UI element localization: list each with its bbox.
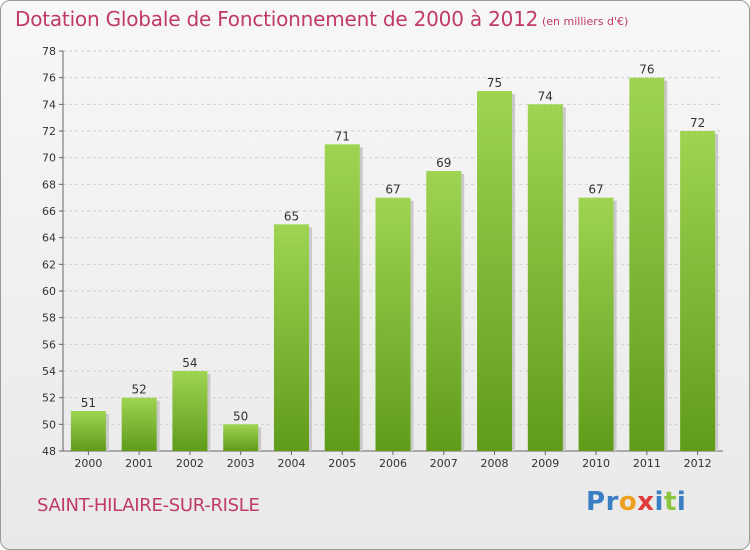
y-tick-label: 50 [42, 418, 56, 431]
data-label-2012: 72 [690, 116, 705, 130]
data-label-2001: 52 [132, 383, 147, 397]
x-tick-label-2006: 2006 [379, 457, 407, 470]
x-tick-label-2008: 2008 [481, 457, 509, 470]
logo-letter: i [676, 487, 687, 517]
x-tick-label-2011: 2011 [633, 457, 661, 470]
bar-2004 [273, 224, 309, 451]
data-label-2000: 51 [81, 396, 96, 410]
y-tick-label: 56 [42, 338, 56, 351]
bar-2001 [121, 397, 157, 451]
x-tick-label-2000: 2000 [74, 457, 102, 470]
bar-2003 [223, 424, 259, 451]
data-label-2004: 65 [284, 209, 299, 223]
x-tick-label-2001: 2001 [125, 457, 153, 470]
bar-2000 [70, 411, 106, 451]
y-tick-label: 48 [42, 445, 56, 458]
x-tick-label-2012: 2012 [684, 457, 712, 470]
x-tick-label-2010: 2010 [582, 457, 610, 470]
proxiti-logo: Proxiti [586, 487, 686, 517]
logo-letter: x [637, 487, 655, 517]
data-label-2009: 74 [538, 89, 553, 103]
x-tick-label-2007: 2007 [430, 457, 458, 470]
y-tick-label: 74 [42, 98, 56, 111]
bar-2008 [477, 91, 513, 451]
bar-2005 [324, 144, 360, 452]
logo-letter: t [663, 487, 677, 517]
data-label-2003: 50 [233, 409, 248, 423]
bar-2007 [426, 171, 462, 451]
chart-title: Dotation Globale de Fonctionnement de 20… [15, 7, 539, 31]
y-tick-label: 58 [42, 312, 56, 325]
y-tick-label: 64 [42, 232, 56, 245]
x-tick-label-2005: 2005 [328, 457, 356, 470]
unit-note: (en milliers d'€) [542, 15, 629, 28]
town-name: SAINT-HILAIRE-SUR-RISLE [37, 495, 260, 516]
bar-2012 [680, 131, 716, 451]
bar-2006 [375, 197, 411, 451]
data-label-2007: 69 [436, 156, 451, 170]
data-label-2006: 67 [385, 183, 400, 197]
x-tick-label-2004: 2004 [277, 457, 305, 470]
y-tick-label: 70 [42, 152, 56, 165]
y-tick-label: 60 [42, 285, 56, 298]
y-tick-label: 66 [42, 205, 56, 218]
y-tick-label: 52 [42, 392, 56, 405]
logo-letter: i [654, 487, 664, 517]
y-tick-label: 68 [42, 178, 56, 191]
logo-letter: o [618, 487, 638, 517]
bar-2002 [172, 371, 208, 451]
y-tick-label: 54 [42, 365, 56, 378]
data-label-2008: 75 [487, 76, 502, 90]
y-tick-label: 62 [42, 258, 56, 271]
y-tick-label: 76 [42, 72, 56, 85]
y-tick-label: 78 [42, 45, 56, 58]
bar-2009 [527, 104, 563, 451]
data-label-2005: 71 [335, 129, 350, 143]
logo-letter: P [586, 487, 606, 517]
x-tick-label-2002: 2002 [176, 457, 204, 470]
y-tick-label: 72 [42, 125, 56, 138]
data-label-2010: 67 [588, 183, 603, 197]
logo-letter: r [605, 487, 619, 517]
x-tick-label-2003: 2003 [227, 457, 255, 470]
data-label-2002: 54 [182, 356, 197, 370]
x-tick-label-2009: 2009 [531, 457, 559, 470]
bar-2010 [578, 197, 614, 451]
data-label-2011: 76 [639, 63, 654, 77]
bar-2011 [629, 77, 665, 452]
